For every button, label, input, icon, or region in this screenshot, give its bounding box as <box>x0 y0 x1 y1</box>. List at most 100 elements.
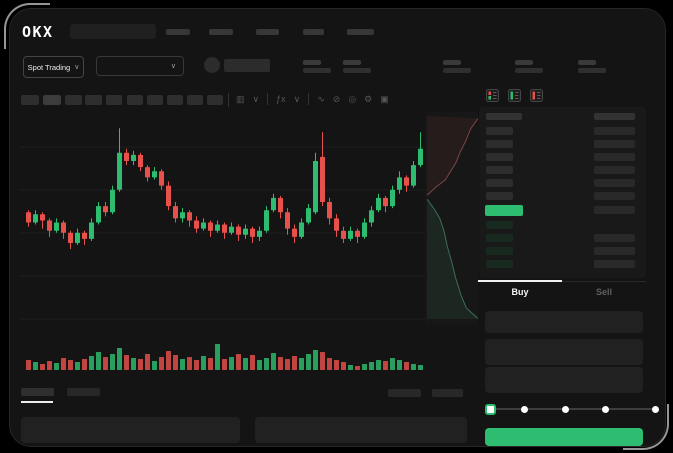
last-price-indicator[interactable] <box>485 205 523 216</box>
nav-item-placeholder[interactable] <box>256 29 279 35</box>
chevron-down-icon[interactable]: ∨ <box>252 93 260 104</box>
stat-label-placeholder <box>578 60 596 65</box>
stat-label-placeholder <box>343 60 361 65</box>
volume-bar <box>320 352 325 370</box>
candle <box>187 210 192 227</box>
combined-book-icon[interactable] <box>486 89 499 102</box>
slider-handle[interactable] <box>484 404 496 415</box>
interval-button[interactable] <box>187 95 203 105</box>
okx-logo: OKX <box>22 23 54 41</box>
candle <box>320 132 325 207</box>
indicators-icon[interactable]: ƒx <box>276 94 286 104</box>
amount-field[interactable] <box>485 339 643 365</box>
interval-button[interactable] <box>43 95 61 105</box>
slider-stop[interactable] <box>561 406 569 413</box>
ask-row[interactable] <box>480 140 646 149</box>
volume-bar <box>257 360 262 370</box>
ask-row[interactable] <box>480 179 646 188</box>
buy-submit-button[interactable] <box>485 428 643 446</box>
bottom-action-placeholder[interactable] <box>388 389 421 397</box>
tab-sell[interactable]: Sell <box>595 287 612 297</box>
nav-item-placeholder[interactable] <box>209 29 233 35</box>
sell-book-icon[interactable] <box>530 89 543 102</box>
candle-style-icon[interactable]: ▥ <box>236 93 245 104</box>
pair-dropdown[interactable]: ∨ <box>96 56 184 76</box>
volume-bars <box>26 344 423 370</box>
orderbook-header-amount <box>594 113 635 120</box>
bid-amount-placeholder <box>594 260 635 268</box>
volume-bar <box>152 361 157 370</box>
interval-button[interactable] <box>167 95 183 105</box>
candlestick-chart[interactable] <box>20 112 425 333</box>
chart-toolbar-icons: ▥ ∨ ƒx ∨ ∿ ⊘ ◎ ⚙ ▣ <box>236 91 389 107</box>
total-field[interactable] <box>485 367 643 393</box>
candle <box>194 216 199 233</box>
bid-price-placeholder <box>486 221 513 229</box>
stat-value-placeholder <box>343 68 371 73</box>
app-window: OKX Spot Trading ∨ ∨ ▥ ∨ ƒx ∨ ∿ ⊘ ◎ ⚙ ▣ <box>9 8 666 447</box>
volume-bar <box>327 358 332 370</box>
ask-row[interactable] <box>480 192 646 201</box>
nav-item-placeholder[interactable] <box>347 29 374 35</box>
volume-bar <box>82 359 87 370</box>
volume-bar <box>173 355 178 370</box>
slider-stop[interactable] <box>520 406 528 413</box>
candle <box>243 224 248 239</box>
bottom-action-placeholder[interactable] <box>432 389 463 397</box>
slider-stop[interactable] <box>601 406 609 413</box>
bid-row[interactable] <box>480 247 646 256</box>
volume-bar <box>89 356 94 370</box>
bid-row[interactable] <box>480 234 646 243</box>
camera-icon[interactable]: ◎ <box>348 93 357 104</box>
interval-button[interactable] <box>207 95 223 105</box>
candle <box>47 218 52 237</box>
buy-book-icon[interactable] <box>508 89 521 102</box>
candle <box>376 193 381 213</box>
interval-button[interactable] <box>127 95 143 105</box>
line-tools-icon[interactable]: ∿ <box>317 93 325 104</box>
market-type-label: Spot Trading <box>27 62 71 72</box>
bids-depth-line <box>426 199 478 319</box>
search-input[interactable] <box>70 24 156 39</box>
interval-button[interactable] <box>21 95 39 105</box>
toolbar-divider <box>308 93 310 105</box>
stat-label-placeholder <box>303 60 321 65</box>
interval-button[interactable] <box>106 95 122 105</box>
nav-item-placeholder[interactable] <box>166 29 190 35</box>
bottom-tab-orders[interactable] <box>21 388 54 396</box>
volume-bar <box>124 355 129 370</box>
price-field[interactable] <box>485 311 643 333</box>
candle <box>40 212 45 229</box>
settings-icon[interactable]: ⚙ <box>364 93 373 104</box>
chevron-down-icon: ∨ <box>74 63 80 71</box>
ask-row[interactable] <box>480 153 646 162</box>
nav-item-placeholder[interactable] <box>303 29 324 35</box>
volume-bar <box>334 360 339 370</box>
bottom-tab-history[interactable] <box>67 388 100 396</box>
amount-slider-track[interactable] <box>489 408 655 410</box>
bid-row[interactable] <box>480 221 646 230</box>
interval-button[interactable] <box>147 95 163 105</box>
volume-bar <box>159 357 164 370</box>
stat-value-placeholder <box>443 68 471 73</box>
interval-button[interactable] <box>65 95 82 105</box>
chevron-down-icon[interactable]: ∨ <box>293 93 301 104</box>
slider-stop[interactable] <box>651 406 659 413</box>
candle <box>152 167 157 180</box>
toolbar-divider <box>228 93 229 107</box>
tab-buy[interactable]: Buy <box>511 287 529 297</box>
candle <box>201 218 206 231</box>
stat-value-placeholder <box>578 68 606 73</box>
bid-row[interactable] <box>480 260 646 269</box>
candle <box>390 185 395 209</box>
ask-row[interactable] <box>480 166 646 175</box>
fullscreen-icon[interactable]: ▣ <box>380 93 389 104</box>
interval-button[interactable] <box>85 95 102 105</box>
depth-panel <box>425 112 478 325</box>
compare-icon[interactable]: ⊘ <box>332 93 341 104</box>
candle <box>33 210 38 225</box>
candle <box>61 220 66 239</box>
depth-chart <box>426 116 478 319</box>
ask-row[interactable] <box>480 127 646 136</box>
market-type-dropdown[interactable]: Spot Trading ∨ <box>23 56 84 78</box>
